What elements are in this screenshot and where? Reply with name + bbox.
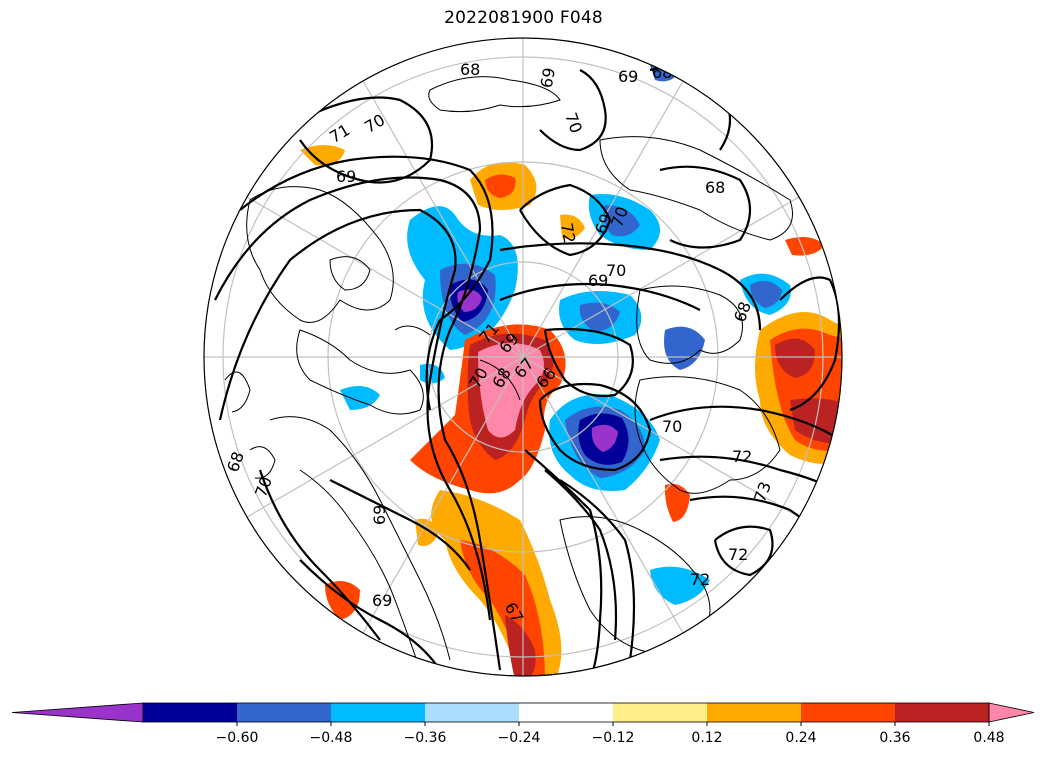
colorbar-block xyxy=(519,703,614,722)
colorbar-block xyxy=(801,703,896,722)
colorbar-ticks: −0.60 −0.48 −0.36 −0.24 −0.12 0.12 0.24 0.36 0.4… xyxy=(216,722,1005,746)
colorbar-tick-label: 0.48 xyxy=(973,730,1004,746)
colorbar-extend-min xyxy=(11,702,144,723)
colorbar-block xyxy=(707,703,802,722)
cold-anomaly-east-2 xyxy=(664,326,705,370)
cold-anomaly-east-core xyxy=(579,302,620,332)
warm-anomaly-se-spot xyxy=(664,483,690,522)
contour-label: 69 xyxy=(618,67,638,86)
contour-label: 69 xyxy=(537,66,559,89)
colorbar-block xyxy=(331,703,426,722)
cold-anomaly-west-spot xyxy=(340,386,380,410)
colorbar-tick-label: −0.24 xyxy=(498,730,541,746)
contour-label: 72 xyxy=(728,545,748,564)
colorbar-block xyxy=(895,703,990,722)
contour-label: 68 xyxy=(460,60,480,79)
page-title: 2022081900 F048 xyxy=(444,8,603,28)
colorbar: −0.60 −0.48 −0.36 −0.24 −0.12 0.12 0.24 0.36 0.4… xyxy=(11,702,1035,746)
contour-label: 69 xyxy=(336,167,356,186)
polar-map: 68 69 69 70 71 70 69 68 72 69 70 69 70 6… xyxy=(203,37,843,677)
map-boundary xyxy=(203,37,843,677)
colorbar-block xyxy=(237,703,332,722)
contour-label: 70 xyxy=(606,261,626,280)
cold-anomaly-east-3-core xyxy=(750,281,782,308)
contour-label: 69 xyxy=(370,505,389,525)
colorbar-tick-label: 0.36 xyxy=(879,730,910,746)
contour-label: 72 xyxy=(690,570,710,589)
colorbar-tick-label: −0.48 xyxy=(310,730,353,746)
cold-anomaly-se-spot xyxy=(650,566,710,605)
contour-label: 72 xyxy=(732,447,752,466)
contour-label: 70 xyxy=(662,417,682,436)
contour-label: 72 xyxy=(557,221,579,244)
colorbar-extend-max xyxy=(988,702,1035,723)
colorbar-blocks xyxy=(11,702,1035,723)
colorbar-block xyxy=(425,703,520,722)
warm-anomaly-east-core xyxy=(775,338,815,378)
colorbar-tick-label: −0.12 xyxy=(592,730,635,746)
contour-label: 69 xyxy=(588,271,608,290)
warm-anomaly-east-top xyxy=(785,236,825,256)
colorbar-tick-label: −0.36 xyxy=(404,730,447,746)
contour-label: 69 xyxy=(372,591,392,610)
colorbar-tick-label: 0.12 xyxy=(691,730,722,746)
warm-anomaly-ne-small xyxy=(560,214,585,239)
contour-label: 68 xyxy=(705,178,725,197)
warm-anomaly-north-core xyxy=(485,174,516,198)
colorbar-block xyxy=(613,703,708,722)
cold-anomaly-ne-core xyxy=(603,205,640,237)
colorbar-tick-label: 0.24 xyxy=(785,730,816,746)
colorbar-tick-label: −0.60 xyxy=(216,730,259,746)
colorbar-frame xyxy=(142,702,990,723)
warm-anomaly-south-core xyxy=(505,615,536,676)
colorbar-block xyxy=(143,703,238,722)
warm-anomaly-nw-spot xyxy=(300,145,345,166)
cold-anomaly-center-peak xyxy=(591,424,618,452)
contour-label: 68 xyxy=(652,63,672,82)
